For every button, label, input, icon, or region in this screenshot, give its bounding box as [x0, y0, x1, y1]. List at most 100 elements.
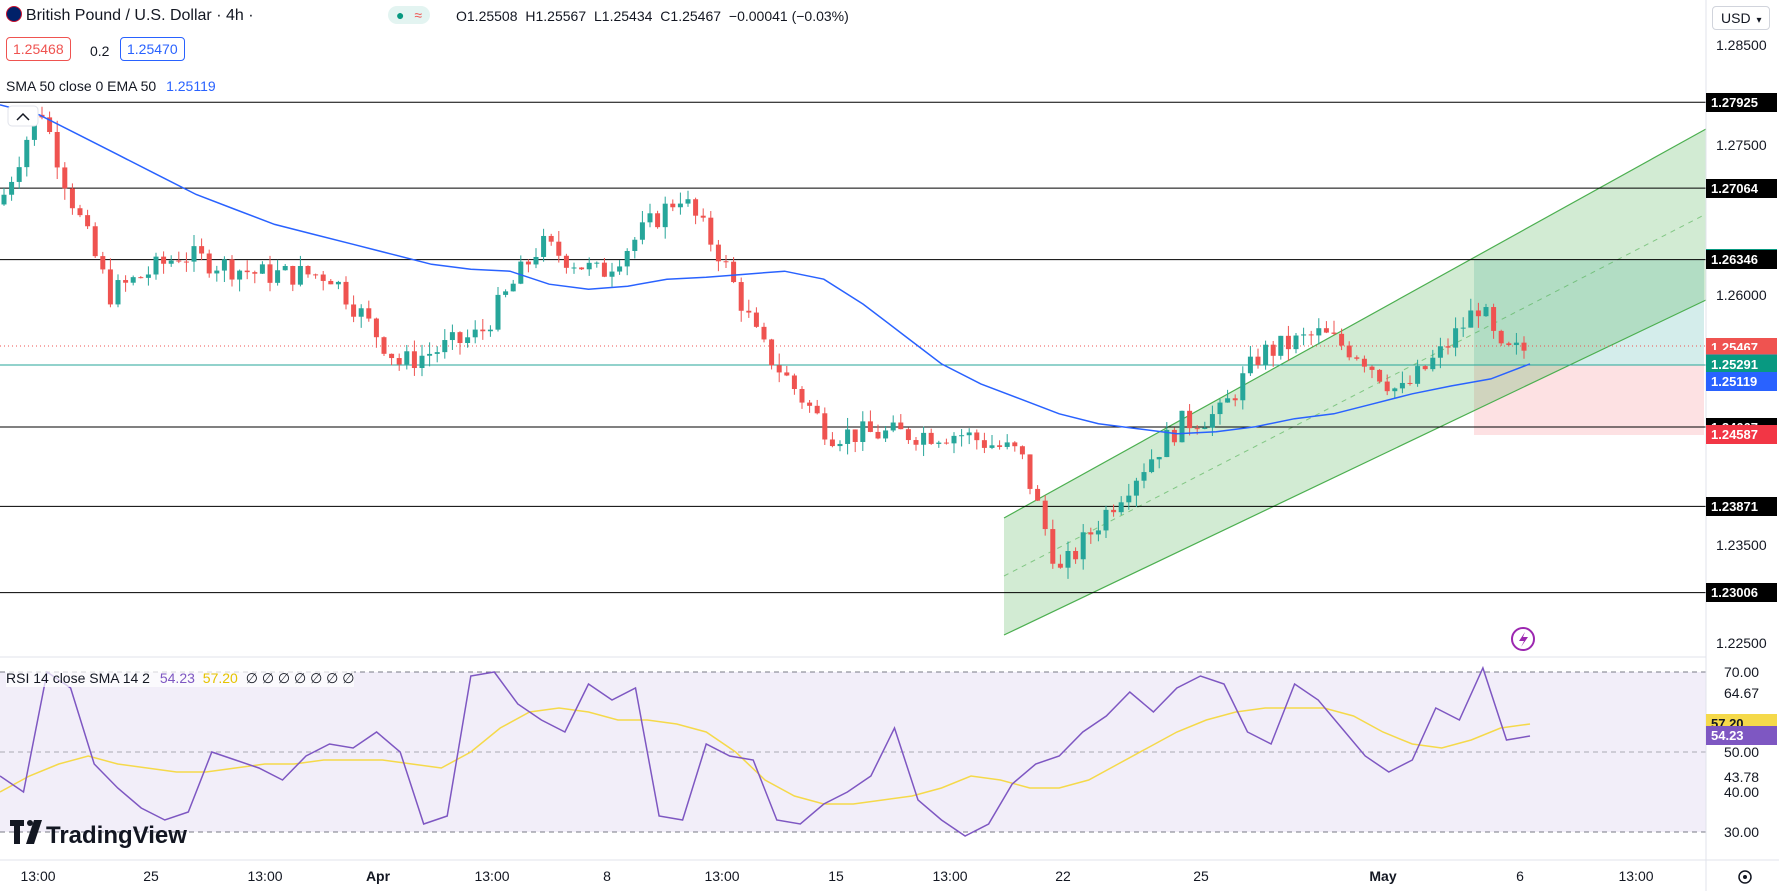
candle-body [1377, 369, 1383, 382]
candle-body [351, 304, 357, 317]
low-value: L1.25434 [594, 8, 653, 24]
candle-body [1301, 334, 1307, 336]
settings-gear-icon[interactable] [1738, 870, 1752, 884]
candle-body [655, 213, 661, 228]
candle-body [1407, 382, 1413, 384]
candle-body [921, 432, 927, 445]
candle-body [662, 203, 668, 228]
candle-body [1513, 342, 1519, 346]
candle-body [1247, 356, 1253, 374]
candle-body [594, 262, 600, 264]
tradingview-wordmark[interactable]: TradingView [46, 822, 187, 849]
candle-body [92, 226, 98, 257]
candle-body [297, 265, 303, 285]
time-axis-label: 6 [1516, 868, 1524, 884]
sell-button[interactable]: 1.25468 [6, 37, 71, 61]
time-axis-label: 25 [143, 868, 159, 884]
candle-body [510, 283, 516, 292]
time-axis-label: 15 [828, 868, 844, 884]
candle-body [31, 114, 37, 140]
candle-body [9, 181, 15, 195]
candle-body [1027, 454, 1033, 489]
price-tag[interactable]: 1.25291 [1706, 355, 1777, 375]
candle-body [389, 353, 395, 359]
candle-body [723, 261, 729, 263]
rsi-value-tag[interactable]: 54.23 [1706, 725, 1777, 745]
buy-button[interactable]: 1.25470 [120, 37, 185, 61]
rsi-axis-label: 50.00 [1724, 744, 1760, 760]
candle-body [214, 270, 220, 274]
candle-body [913, 440, 919, 445]
candle-body [267, 264, 273, 283]
candle-body [229, 259, 235, 280]
candle-body [16, 167, 22, 182]
candle-body [1354, 357, 1360, 359]
candle-body [381, 337, 387, 354]
candle-body [974, 432, 980, 441]
currency-label: USD [1721, 10, 1751, 26]
price-tag[interactable]: 1.27064 [1706, 178, 1777, 198]
collapse-legend-button[interactable] [7, 105, 39, 127]
price-tag[interactable]: 1.23006 [1706, 583, 1777, 603]
candle-body [693, 199, 699, 216]
candle-body [617, 266, 623, 272]
price-tag[interactable]: 1.23871 [1706, 496, 1777, 516]
candle-body [959, 435, 965, 437]
alert-lightning-icon[interactable] [1511, 627, 1535, 651]
candle-body [883, 430, 889, 439]
candle-body [1331, 332, 1337, 334]
candle-body [586, 262, 592, 270]
candle-body [852, 429, 858, 442]
candle-body [1475, 310, 1481, 317]
rsi-extras: ∅ ∅ ∅ ∅ ∅ ∅ ∅ [245, 670, 355, 686]
candle-body [69, 188, 75, 209]
main-pane [0, 101, 1707, 636]
symbol-legend: British Pound / U.S. Dollar · 4h · [6, 6, 254, 25]
candle-body [1369, 366, 1375, 370]
time-axis-label: May [1369, 868, 1397, 884]
candle-body [943, 442, 949, 444]
candle-body [434, 352, 440, 354]
chevron-up-icon [16, 112, 30, 121]
candle-body [465, 337, 471, 343]
price-tag[interactable]: 1.27925 [1706, 92, 1777, 112]
candle-body [601, 262, 607, 277]
price-axis-label: 1.22500 [1716, 635, 1767, 651]
candle-body [313, 274, 319, 276]
rsi-value: 54.23 [159, 670, 195, 686]
time-axis-label: 13:00 [474, 868, 510, 884]
candle-body [366, 308, 372, 319]
candle-body [1057, 563, 1063, 568]
candle-body [290, 265, 296, 285]
candle-body [24, 139, 30, 168]
time-axis-label: Apr [365, 868, 391, 884]
candle-body [624, 250, 630, 267]
candle-body [221, 259, 227, 271]
symbol-title[interactable]: British Pound / U.S. Dollar · 4h · [25, 7, 254, 24]
candle-body [769, 339, 775, 366]
tradingview-logo[interactable] [10, 820, 42, 844]
candle-body [989, 445, 995, 448]
wave-icon: ≈ [414, 7, 423, 23]
candle-body [411, 351, 417, 369]
candle-body [541, 235, 547, 257]
candle-body [47, 117, 53, 132]
price-tag[interactable]: 1.24587 [1706, 425, 1777, 445]
currency-selector[interactable]: USD ▾ [1712, 6, 1771, 30]
candle-body [1004, 442, 1010, 447]
candle-body [1073, 550, 1079, 560]
indicator-legend[interactable]: SMA 50 close 0 EMA 50 1.25119 [6, 78, 216, 94]
candle-body [799, 389, 805, 403]
candle-body [1088, 532, 1094, 535]
price-tag[interactable]: 1.26346 [1706, 250, 1777, 270]
rsi-legend[interactable]: RSI 14 close SMA 14 2 54.23 57.20 ∅ ∅ ∅ … [6, 670, 355, 687]
price-tag[interactable]: 1.25119 [1706, 372, 1777, 392]
candle-body [100, 256, 106, 270]
candle-body [1232, 398, 1238, 401]
channel-lower-line [1003, 299, 1707, 636]
candle-body [130, 277, 136, 283]
market-status[interactable]: ● ≈ [388, 6, 431, 24]
candle-body [579, 267, 585, 270]
candle-body [328, 280, 334, 285]
